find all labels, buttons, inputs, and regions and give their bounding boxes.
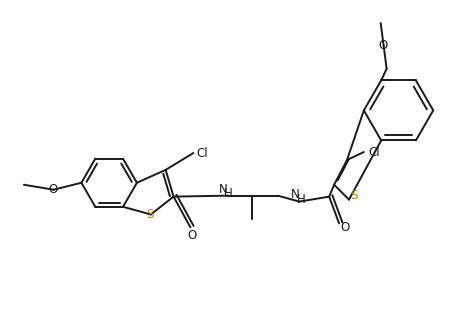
Text: H: H [297,193,306,206]
Text: Cl: Cl [197,146,208,160]
Text: N: N [291,188,300,201]
Text: O: O [188,229,197,242]
Text: Cl: Cl [368,146,380,159]
Text: N: N [219,183,228,196]
Text: S: S [146,208,154,221]
Text: O: O [378,39,387,53]
Text: O: O [48,183,57,196]
Text: S: S [350,189,358,202]
Text: O: O [340,221,350,234]
Text: H: H [224,187,232,200]
